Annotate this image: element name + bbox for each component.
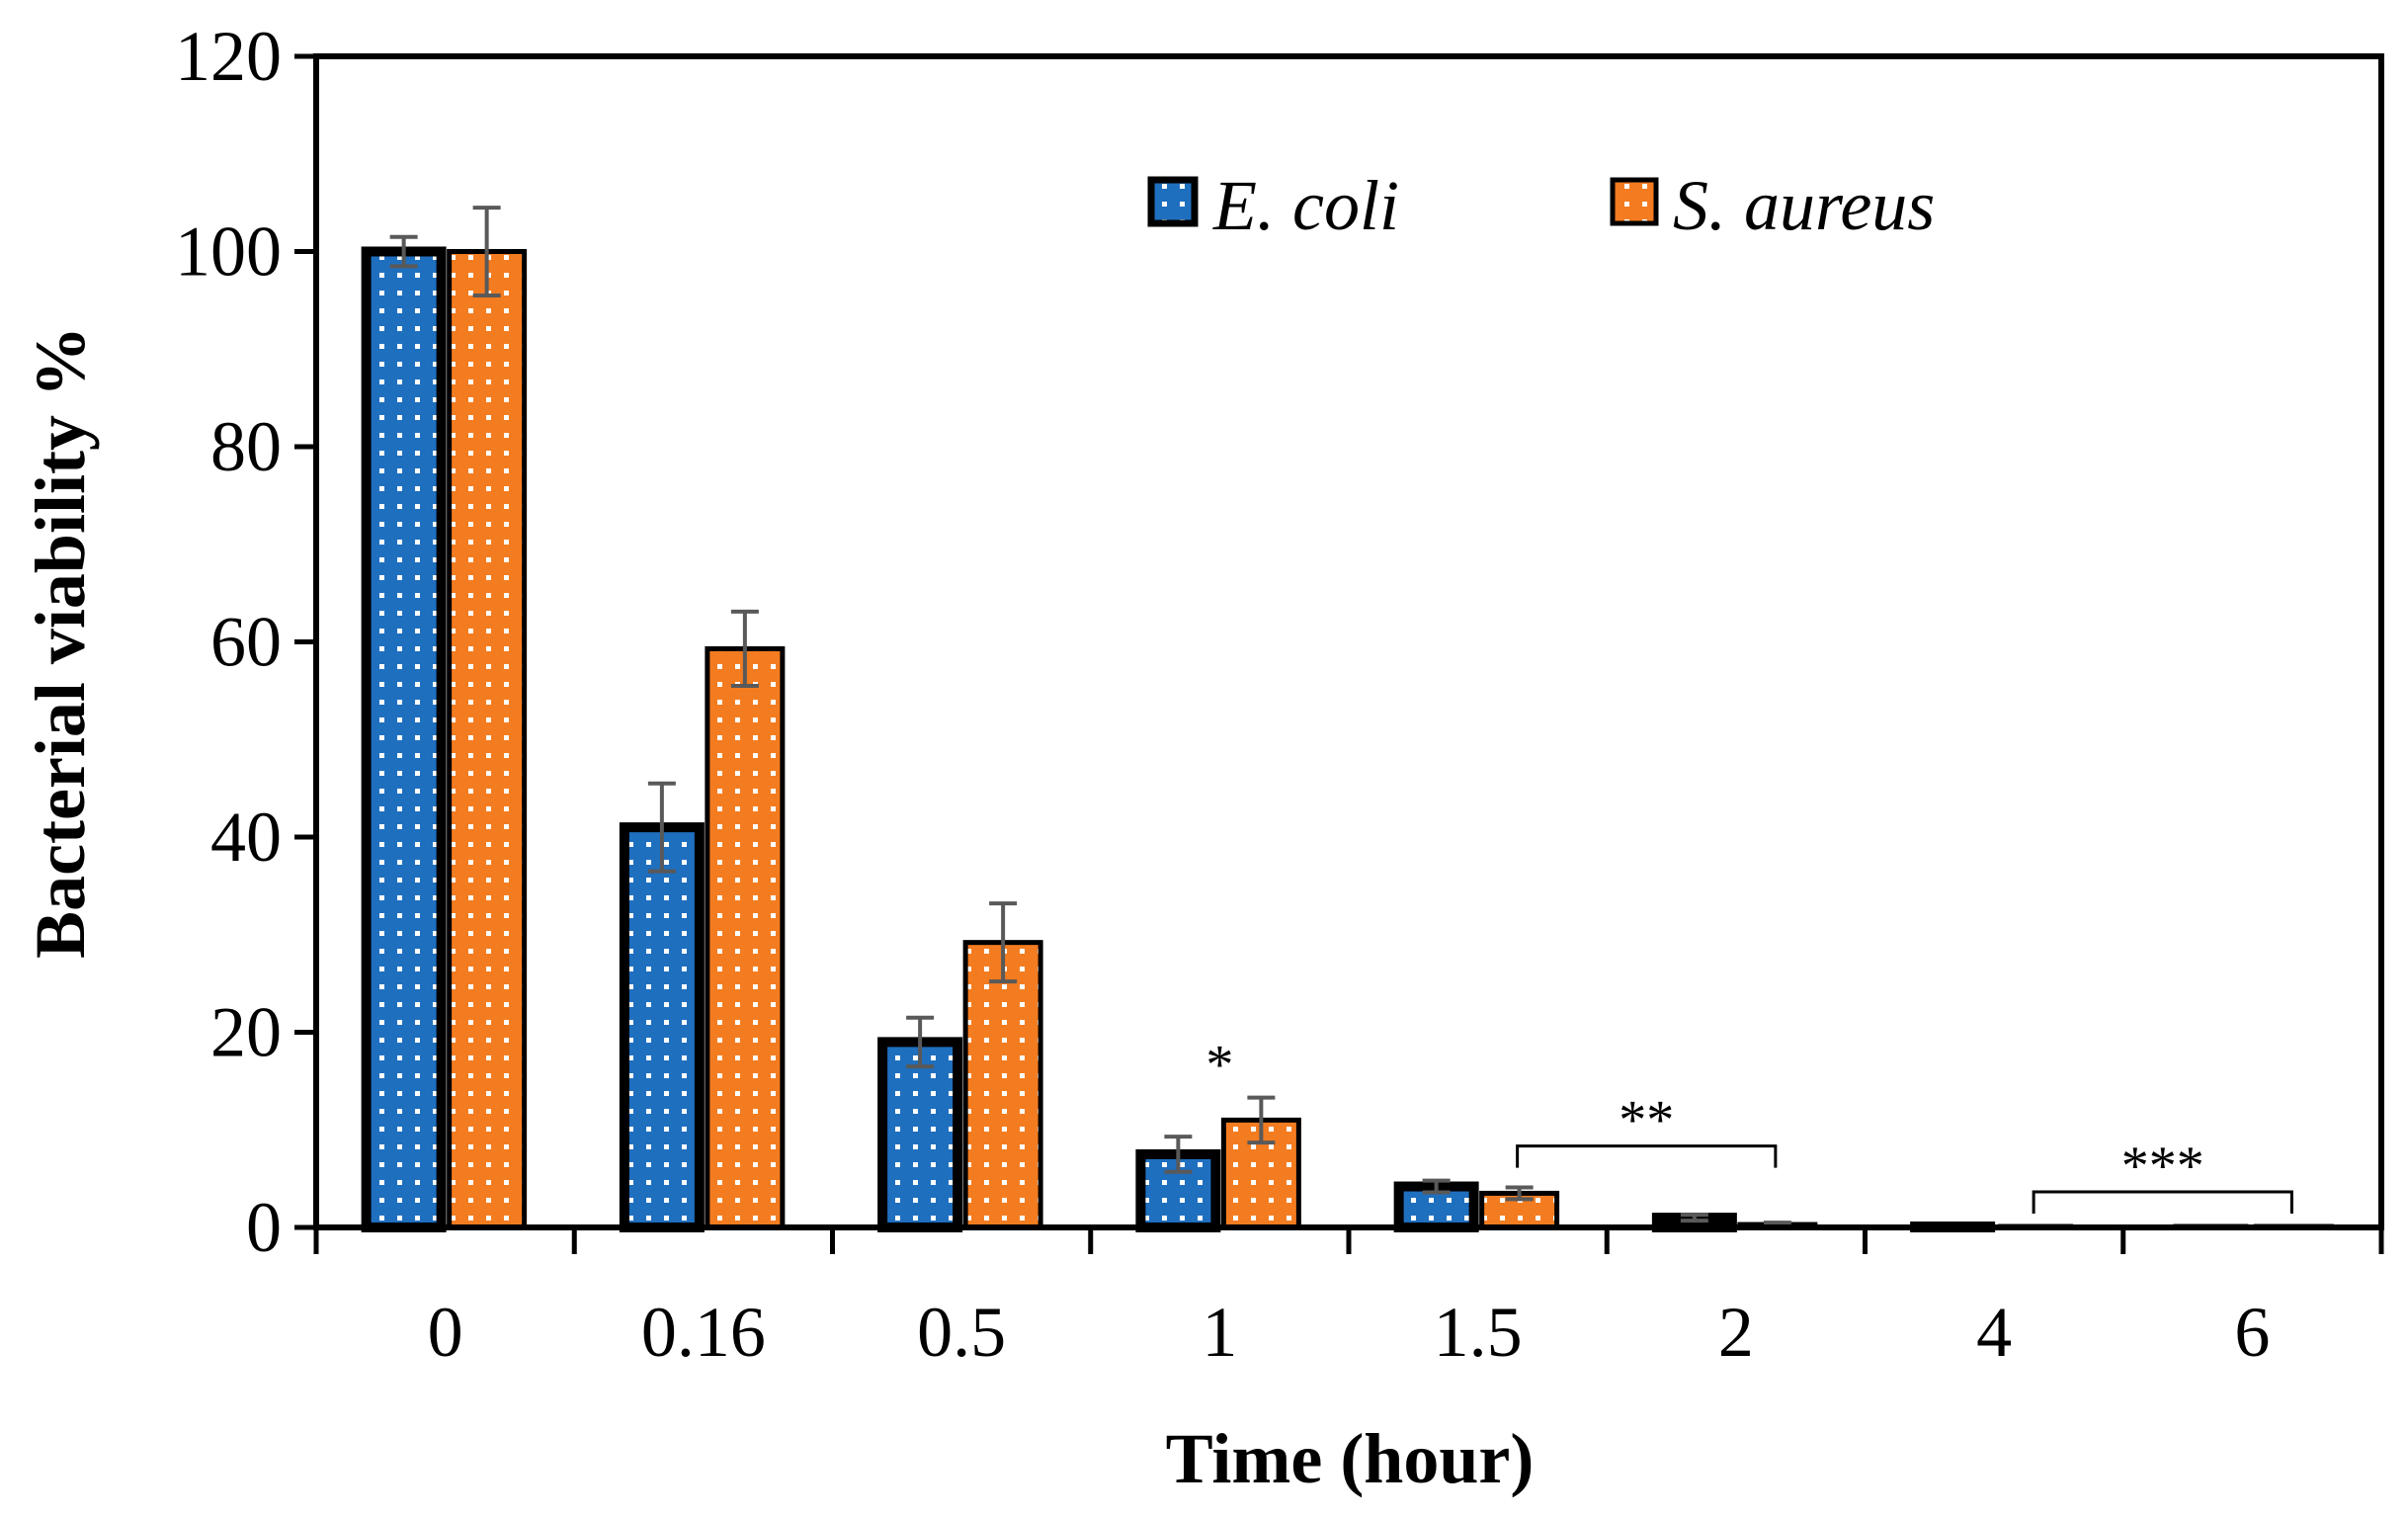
x-tick-label: 0.16	[641, 1293, 766, 1372]
x-tick-label: 0.5	[917, 1293, 1006, 1372]
x-tick-label: 4	[1976, 1293, 2012, 1372]
error-bar-s-aureus-0_16	[730, 609, 759, 688]
error-bar-s-aureus-1_5	[1505, 1185, 1534, 1202]
error-bar-s-aureus-1	[1247, 1095, 1276, 1145]
y-tick-label: 0	[246, 1188, 282, 1267]
x-tick-label: 2	[1718, 1293, 1754, 1372]
x-tick-label: 1.5	[1434, 1293, 1523, 1372]
bar-s-aureus-0_16	[705, 645, 786, 1230]
error-bar-e-coli-0_16	[647, 781, 676, 874]
error-bar-s-aureus-0_5	[989, 901, 1018, 984]
bar-e-coli-0	[361, 246, 447, 1232]
error-bar-e-coli-0	[389, 234, 418, 269]
legend-label-e-coli: E. coli	[1212, 166, 1399, 245]
legend: E. coli S. aureus	[1147, 166, 1935, 245]
error-bar-e-coli-1_5	[1422, 1178, 1451, 1195]
y-tick-label: 40	[210, 798, 282, 877]
significance-marker: *	[1205, 1035, 1233, 1096]
bars-layer	[361, 206, 2334, 1233]
y-axis-title: Bacterial viability %	[21, 326, 100, 959]
bar-s-aureus-0	[447, 249, 528, 1230]
x-tick-label: 1	[1202, 1293, 1237, 1372]
x-tick-label: 0	[428, 1293, 463, 1372]
error-bar-e-coli-2	[1680, 1213, 1708, 1223]
x-tick-label: 6	[2234, 1293, 2270, 1372]
significance-marker: **	[1619, 1090, 1674, 1151]
y-tick-label: 60	[210, 603, 282, 682]
bar-e-coli-0_5	[877, 1037, 963, 1232]
legend-swatch-s-aureus	[1610, 177, 1659, 226]
bar-e-coli-0_16	[619, 822, 705, 1232]
axes-layer	[294, 53, 2384, 1254]
significance-marker: ***	[2121, 1136, 2204, 1197]
legend-swatch-e-coli	[1147, 176, 1199, 227]
error-bar-s-aureus-0	[472, 206, 501, 297]
y-tick-label: 80	[210, 407, 282, 486]
significance-bracket: **	[1516, 1090, 1778, 1168]
bar-s-aureus-0_5	[962, 940, 1043, 1230]
y-tick-label: 100	[175, 212, 282, 292]
significance-bracket: ***	[2032, 1136, 2293, 1215]
error-bar-e-coli-0_5	[906, 1015, 935, 1069]
legend-label-s-aureus: S. aureus	[1673, 166, 1935, 245]
error-bar-e-coli-1	[1164, 1135, 1193, 1174]
y-tick-label: 20	[210, 993, 282, 1072]
x-axis-title: Time (hour)	[1166, 1419, 1535, 1498]
y-tick-label: 120	[175, 17, 282, 96]
